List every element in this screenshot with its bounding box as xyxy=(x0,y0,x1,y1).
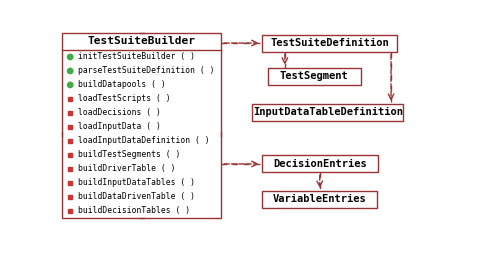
Bar xyxy=(68,139,72,143)
Bar xyxy=(261,35,396,51)
Text: loadInputDataDefinition ( ): loadInputDataDefinition ( ) xyxy=(78,136,209,145)
Text: initTestSuiteBuilder ( ): initTestSuiteBuilder ( ) xyxy=(78,52,194,61)
Text: TestSuiteBuilder: TestSuiteBuilder xyxy=(88,37,195,47)
Text: loadDecisions ( ): loadDecisions ( ) xyxy=(78,109,160,118)
Bar xyxy=(252,104,403,121)
Text: buildInputDataTables ( ): buildInputDataTables ( ) xyxy=(78,178,194,187)
Bar xyxy=(68,195,72,199)
Text: buildDecisionTables ( ): buildDecisionTables ( ) xyxy=(78,206,190,215)
Bar xyxy=(62,33,221,218)
Circle shape xyxy=(67,68,73,74)
Bar xyxy=(68,97,72,101)
Text: loadInputData ( ): loadInputData ( ) xyxy=(78,122,160,131)
Text: DecisionEntries: DecisionEntries xyxy=(272,159,366,169)
Bar xyxy=(68,125,72,129)
Text: VariableEntries: VariableEntries xyxy=(272,194,366,204)
Bar xyxy=(68,181,72,185)
Circle shape xyxy=(67,54,73,60)
Text: buildDriverTable ( ): buildDriverTable ( ) xyxy=(78,164,175,173)
Bar xyxy=(262,191,376,208)
Text: loadTestScripts ( ): loadTestScripts ( ) xyxy=(78,94,170,103)
Bar xyxy=(68,153,72,157)
Circle shape xyxy=(67,82,73,88)
Bar xyxy=(68,209,72,213)
Bar xyxy=(68,111,72,115)
Bar xyxy=(68,167,72,171)
Text: TestSegment: TestSegment xyxy=(279,71,348,81)
Text: InputDataTableDefinition: InputDataTableDefinition xyxy=(252,107,402,117)
Text: buildDatapools ( ): buildDatapools ( ) xyxy=(78,80,165,89)
Text: buildTestSegments ( ): buildTestSegments ( ) xyxy=(78,150,180,159)
Bar xyxy=(261,155,377,172)
Text: buildDataDrivenTable ( ): buildDataDrivenTable ( ) xyxy=(78,192,194,201)
Text: TestSuiteDefinition: TestSuiteDefinition xyxy=(269,38,388,48)
Text: parseTestSuiteDefinition ( ): parseTestSuiteDefinition ( ) xyxy=(78,67,214,76)
Bar xyxy=(267,68,360,85)
